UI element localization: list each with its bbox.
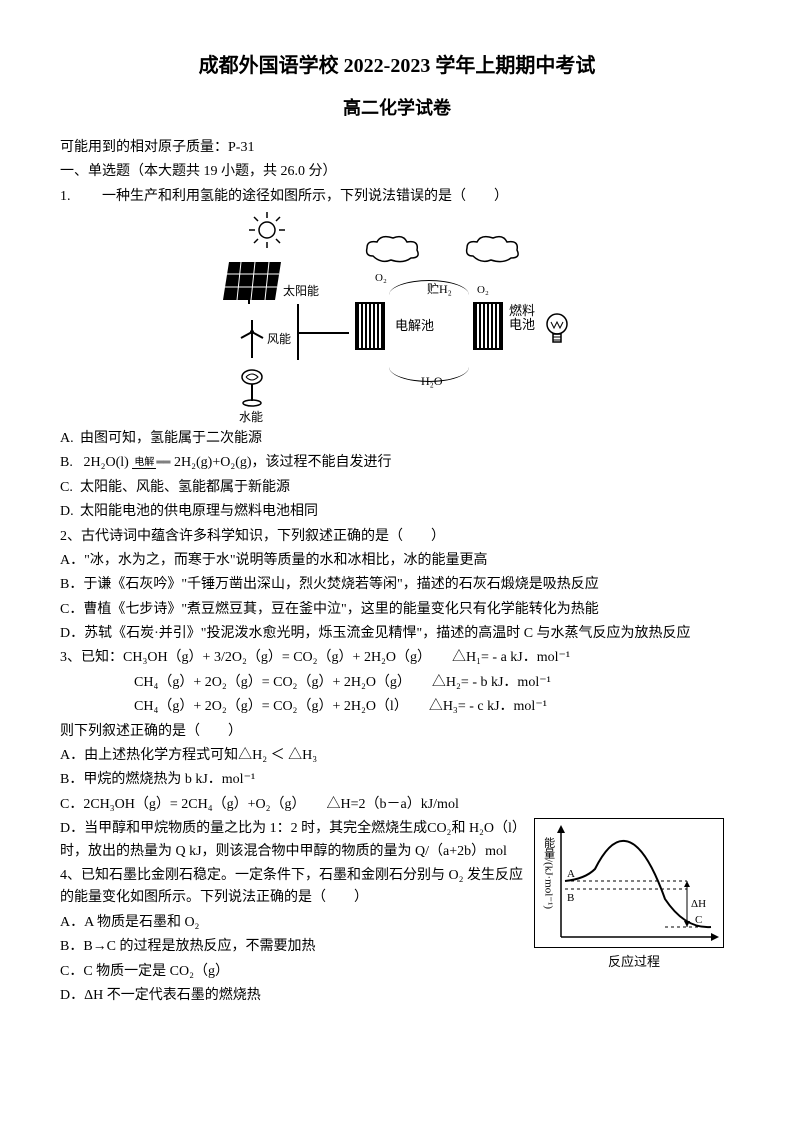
q3-ask: 则下列叙述正确的是（ ）	[60, 721, 734, 743]
q1-option-a: A.由图可知，氢能属于二次能源	[60, 428, 734, 450]
wind-label: 风能	[267, 330, 291, 349]
q1-option-c: C.太阳能、风能、氢能都属于新能源	[60, 477, 734, 499]
eq-line: ══	[156, 457, 170, 468]
option-text: 2H₂O(l) 电解══ 2H₂(g)+O₂(g)，该过程不能自发进行	[84, 455, 392, 470]
section-heading: 一、单选题（本大题共 19 小题，共 26.0 分）	[60, 161, 734, 183]
q3-option-d: D．当甲醇和甲烷物质的量之比为 1：2 时，其完全燃烧生成CO₂和 H₂O（l）…	[60, 818, 528, 863]
page-title: 成都外国语学校 2022-2023 学年上期期中考试	[60, 50, 734, 82]
water-label: 水能	[239, 408, 263, 427]
q1-text: 一种生产和利用氢能的途径如图所示，下列说法错误的是（ ）	[74, 189, 508, 204]
q1-number: 1.	[60, 189, 71, 204]
eq-top: 电解	[132, 457, 156, 469]
label-c: C	[695, 914, 702, 926]
label-b: B	[567, 892, 574, 904]
q2-stem: 2、古代诗词中蕴含许多科学知识，下列叙述正确的是（ ）	[60, 526, 734, 548]
option-letter: C.	[60, 477, 80, 499]
water-icon	[237, 367, 267, 407]
label-a: A	[567, 868, 575, 880]
electrolyzer-label: 电解池	[395, 316, 434, 337]
q2-option-b: B．于谦《石灰吟》"千锤万凿出深山，烈火焚烧若等闲"，描述的石灰石煅烧是吸热反应	[60, 574, 734, 596]
option-text: 由图可知，氢能属于二次能源	[80, 431, 262, 446]
q3-option-b: B．甲烷的燃烧热为 b kJ．mol⁻¹	[60, 769, 734, 791]
bulb-icon	[543, 312, 571, 350]
q1-stem: 1. 一种生产和利用氢能的途径如图所示，下列说法错误的是（ ）	[60, 186, 734, 208]
q3-option-a: A．由上述热化学方程式可知△H₂ ＜ △H₃	[60, 745, 734, 767]
energy-ylabel: 能量/(kJ·mol⁻¹)	[539, 837, 557, 909]
fuelcell-label: 燃料 电池	[509, 304, 535, 333]
energy-curve-svg: A B C ΔH	[535, 819, 725, 949]
o2-label: O₂	[477, 282, 489, 300]
connector-line	[297, 332, 349, 334]
eq-condition: 电解══	[132, 458, 170, 468]
option-text: 太阳能电池的供电原理与燃料电池相同	[80, 504, 318, 519]
q4-stem: 4、已知石墨比金刚石稳定。一定条件下，石墨和金刚石分别与 O₂ 发生反应的能量变…	[60, 865, 528, 910]
q1-diagram: 太阳能 风能 水能 O₂ 贮H₂ O₂ 电解池 燃料 电池	[60, 212, 734, 422]
energy-xlabel: 反应过程	[534, 952, 734, 973]
eq-post: 2H₂(g)+O₂(g)，该过程不能自发进行	[171, 455, 392, 470]
q4-option-c: C．C 物质一定是 CO₂（g）	[60, 961, 528, 983]
q1-option-d: D.太阳能电池的供电原理与燃料电池相同	[60, 501, 734, 523]
cloud-icon	[463, 234, 523, 264]
q3-stem: 3、已知：CH₃OH（g）+ 3/2O₂（g）= CO₂（g）+ 2H₂O（g）…	[60, 647, 734, 669]
q3-eq2: CH₄（g）+ 2O₂（g）= CO₂（g）+ 2H₂O（g） △H₂= - b…	[60, 672, 734, 694]
q1-option-b: B. 2H₂O(l) 电解══ 2H₂(g)+O₂(g)，该过程不能自发进行	[60, 452, 734, 474]
option-letter: B.	[60, 452, 80, 474]
q4-energy-diagram: A B C ΔH 能量/(kJ·mol⁻¹) 反应过程	[534, 818, 734, 973]
sun-icon	[247, 210, 287, 250]
q2-option-a: A．"冰，水为之，而寒于水"说明等质量的水和冰相比，冰的能量更高	[60, 550, 734, 572]
q2-option-c: C．曹植《七步诗》"煮豆燃豆萁，豆在釜中泣"，这里的能量变化只有化学能转化为热能	[60, 599, 734, 621]
page-subtitle: 高二化学试卷	[60, 94, 734, 123]
option-letter: A.	[60, 428, 80, 450]
option-text: 太阳能、风能、氢能都属于新能源	[80, 480, 290, 495]
wind-icon	[237, 320, 267, 360]
solar-label: 太阳能	[283, 282, 319, 301]
cloud-icon	[363, 234, 423, 264]
h2o-label: H₂O	[421, 372, 443, 391]
solar-panel-icon	[223, 262, 283, 304]
q4-option-d: D．ΔH 不一定代表石墨的燃烧热	[60, 985, 528, 1007]
o2-label: O₂	[375, 270, 387, 288]
eq-pre: 2H₂O(l)	[84, 455, 133, 470]
label-dh: ΔH	[691, 898, 706, 910]
fuelcell-icon	[473, 302, 503, 350]
electrolyzer-icon	[355, 302, 385, 350]
atomic-mass-note: 可能用到的相对原子质量：P-31	[60, 137, 734, 159]
q3-eq3: CH₄（g）+ 2O₂（g）= CO₂（g）+ 2H₂O（l） △H₃= - c…	[60, 696, 734, 718]
q2-option-d: D．苏轼《石炭·并引》"投泥泼水愈光明，烁玉流金见精悍"，描述的高温时 C 与水…	[60, 623, 734, 645]
option-letter: D.	[60, 501, 80, 523]
q4-option-b: B．B→C 的过程是放热反应，不需要加热	[60, 936, 528, 958]
q3-option-c: C．2CH₃OH（g）= 2CH₄（g）+O₂（g） △H=2（b－a）kJ/m…	[60, 794, 734, 816]
q4-option-a: A．A 物质是石墨和 O₂	[60, 912, 528, 934]
cycle-arrow	[389, 280, 469, 310]
